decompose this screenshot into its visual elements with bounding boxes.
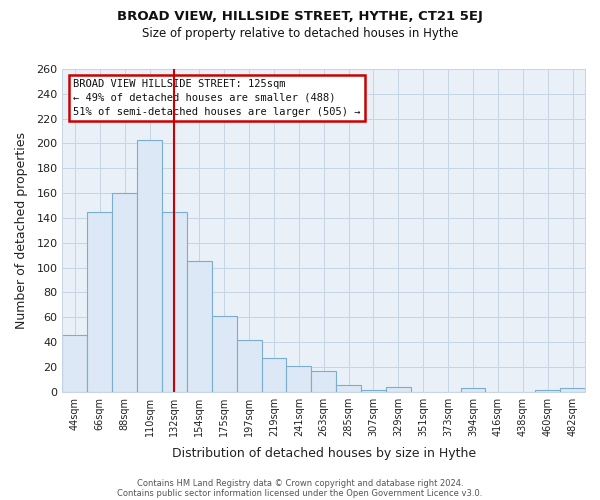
Bar — [311, 370, 336, 392]
Text: BROAD VIEW HILLSIDE STREET: 125sqm
← 49% of detached houses are smaller (488)
51: BROAD VIEW HILLSIDE STREET: 125sqm ← 49%… — [73, 78, 361, 116]
Bar — [535, 390, 560, 392]
Bar — [62, 334, 88, 392]
Bar — [336, 386, 361, 392]
Bar — [112, 193, 137, 392]
Bar — [187, 262, 212, 392]
Bar — [236, 340, 262, 392]
Bar — [560, 388, 585, 392]
Bar — [88, 212, 112, 392]
Bar — [286, 366, 311, 392]
X-axis label: Distribution of detached houses by size in Hythe: Distribution of detached houses by size … — [172, 447, 476, 460]
Bar — [212, 316, 236, 392]
Bar — [137, 140, 162, 392]
Bar — [262, 358, 286, 392]
Y-axis label: Number of detached properties: Number of detached properties — [15, 132, 28, 329]
Bar — [461, 388, 485, 392]
Bar — [386, 386, 411, 392]
Text: BROAD VIEW, HILLSIDE STREET, HYTHE, CT21 5EJ: BROAD VIEW, HILLSIDE STREET, HYTHE, CT21… — [117, 10, 483, 23]
Text: Contains HM Land Registry data © Crown copyright and database right 2024.: Contains HM Land Registry data © Crown c… — [137, 478, 463, 488]
Text: Size of property relative to detached houses in Hythe: Size of property relative to detached ho… — [142, 28, 458, 40]
Bar — [361, 390, 386, 392]
Text: Contains public sector information licensed under the Open Government Licence v3: Contains public sector information licen… — [118, 488, 482, 498]
Bar — [162, 212, 187, 392]
